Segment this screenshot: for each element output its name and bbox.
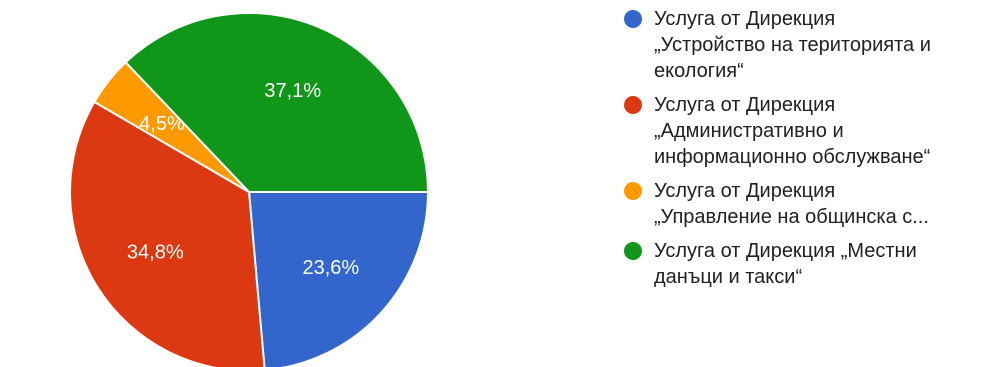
legend-label-line: Услуга от Дирекция „Местни bbox=[654, 240, 917, 262]
legend-item-1[interactable]: Услуга от Дирекция „Устройство на територ… bbox=[622, 6, 988, 84]
legend-swatch bbox=[624, 96, 642, 114]
legend-label-line: информационно обслужване“ bbox=[654, 146, 931, 168]
pie-chart: 23,6% 34,8% 4,5% 37,1% bbox=[69, 12, 430, 367]
pie-slice-2 bbox=[69, 100, 266, 367]
legend-item-2[interactable]: Услуга от Дирекция „Административно и инфо… bbox=[622, 92, 988, 170]
legend-label-line: Услуга от Дирекция bbox=[654, 8, 836, 30]
legend-swatch bbox=[624, 10, 642, 28]
legend-label-line: „Административно и bbox=[654, 120, 844, 142]
legend-swatch bbox=[624, 182, 642, 200]
legend-item-3[interactable]: Услуга от Дирекция „Управление на общинск… bbox=[622, 178, 988, 230]
slice-label-3: 4,5% bbox=[139, 113, 185, 135]
slice-label-4: 37,1% bbox=[264, 80, 321, 102]
legend-label-line: „Устройство на територията и bbox=[654, 34, 931, 56]
legend-item-4[interactable]: Услуга от Дирекция „Местни данъци и такси… bbox=[622, 238, 988, 290]
legend-swatch bbox=[624, 242, 642, 260]
legend-label-line: екология“ bbox=[654, 60, 744, 82]
legend: Услуга от Дирекция „Устройство на територ… bbox=[622, 6, 988, 298]
slice-label-2: 34,8% bbox=[127, 241, 184, 263]
legend-label-line: Услуга от Дирекция bbox=[654, 180, 836, 202]
pie-slice-4 bbox=[124, 12, 430, 193]
pie-slice-1 bbox=[247, 191, 430, 367]
legend-label-line: данъци и такси“ bbox=[654, 266, 803, 288]
legend-label-line: „Управление на общинска с... bbox=[654, 206, 929, 228]
legend-label-line: Услуга от Дирекция bbox=[654, 94, 836, 116]
slice-label-1: 23,6% bbox=[302, 257, 359, 279]
